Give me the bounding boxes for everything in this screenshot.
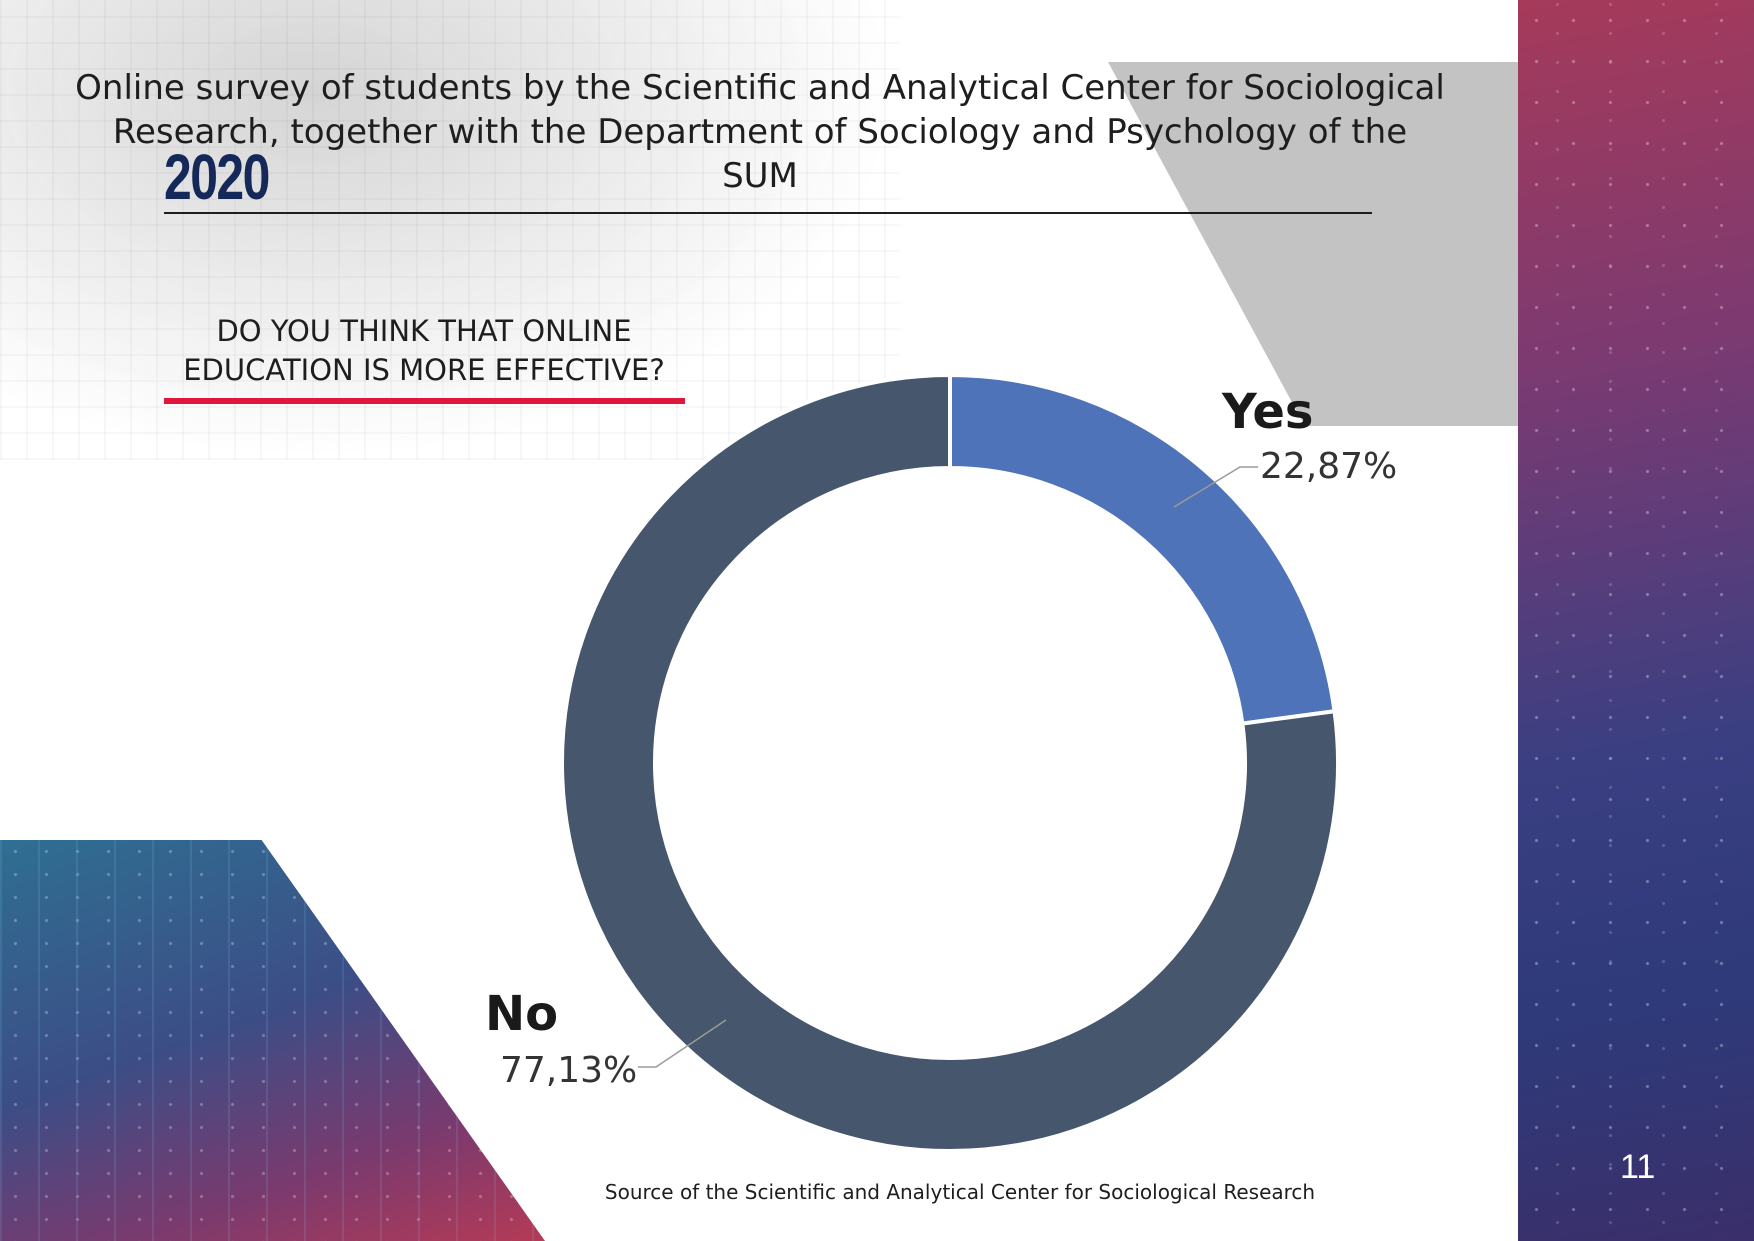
page-title: Online survey of students by the Scienti…	[75, 68, 1445, 196]
year-label: 2020	[164, 141, 270, 213]
chart-question: DO YOU THINK THAT ONLINE EDUCATION IS MO…	[183, 314, 665, 387]
slice-value-yes: 22,87%	[1260, 446, 1397, 487]
source-note: Source of the Scientific and Analytical …	[604, 1180, 1316, 1204]
leader-line-yes	[1173, 466, 1258, 508]
title-divider	[164, 212, 1372, 214]
slice-value-no: 77,13%	[500, 1050, 637, 1091]
donut-slice-no	[560, 372, 1340, 1153]
page-number: 11	[1620, 1148, 1656, 1186]
decorative-right-strip	[1518, 0, 1754, 1241]
question-underline	[164, 398, 685, 404]
background-texture	[0, 0, 900, 460]
leader-line-no	[638, 1019, 727, 1068]
slice-label-yes: Yes	[1221, 384, 1313, 440]
slice-label-no: No	[485, 986, 558, 1042]
